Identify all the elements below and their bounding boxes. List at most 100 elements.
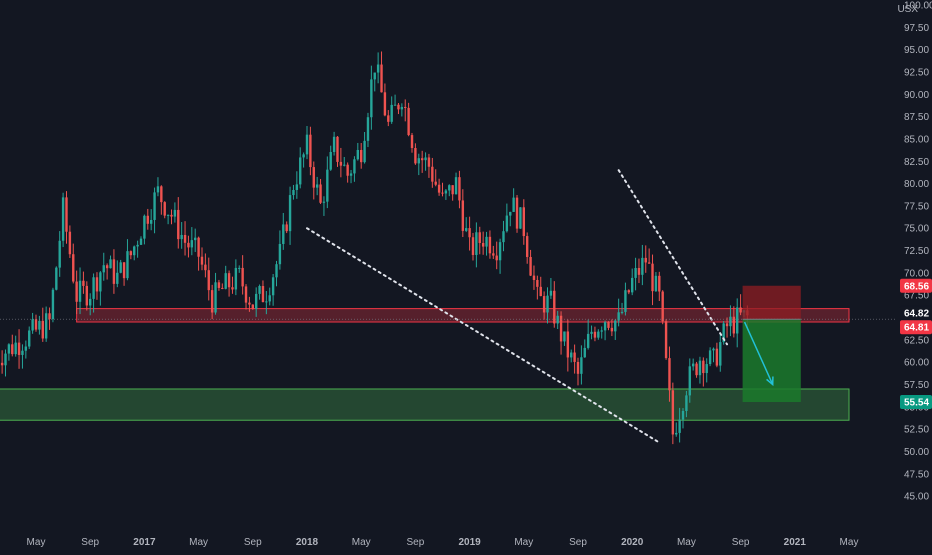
upper-channel-line[interactable] — [617, 169, 729, 346]
support-zone[interactable] — [0, 388, 850, 421]
candle — [180, 222, 183, 249]
candle — [309, 126, 312, 176]
candle-body — [139, 238, 143, 245]
candle — [129, 250, 133, 260]
candle-body — [180, 234, 183, 240]
candle — [11, 334, 14, 357]
candle-body — [85, 285, 89, 306]
candle — [373, 72, 376, 92]
candle-body — [437, 184, 441, 193]
candle — [92, 273, 95, 313]
candle — [24, 340, 28, 359]
price-axis[interactable]: 45.0047.5050.0052.5055.0057.5060.0062.50… — [904, 1, 932, 503]
candle-body — [305, 134, 309, 155]
y-tick-label: 77.50 — [904, 201, 929, 212]
candle — [234, 259, 238, 296]
candle-body — [288, 195, 292, 232]
candle-body — [89, 298, 92, 306]
candle-body — [637, 267, 641, 275]
currency-label: USX — [897, 4, 918, 15]
candle — [427, 153, 431, 178]
candle — [65, 191, 68, 244]
candle-body — [302, 154, 305, 158]
candle-body — [444, 190, 448, 194]
candle — [105, 263, 109, 280]
candle-body — [241, 267, 244, 287]
candle-body — [495, 255, 498, 261]
candle-body — [58, 240, 61, 268]
time-axis[interactable]: May Sep 2017 May Sep 2018 May Sep 2019 May Sep 2020… — [27, 537, 859, 548]
candle — [448, 184, 451, 197]
last-price-label-text: 64.82 — [904, 309, 929, 320]
candle-body — [160, 186, 163, 203]
candle-body — [627, 290, 631, 293]
candle-body — [109, 259, 112, 269]
y-tick-label: 47.50 — [904, 469, 929, 480]
candle-body — [200, 256, 204, 265]
candle-body — [563, 331, 566, 342]
candle-body — [373, 72, 376, 80]
candle — [647, 248, 651, 264]
candle-body — [631, 277, 634, 293]
candle-body — [187, 242, 190, 248]
candle-body — [722, 323, 725, 343]
candle — [637, 258, 641, 284]
candle-body — [322, 201, 326, 203]
stop-loss-box[interactable] — [742, 285, 801, 320]
candle-body — [424, 157, 427, 161]
candle — [576, 357, 580, 386]
y-tick-label: 57.50 — [904, 380, 929, 391]
candle-body — [251, 304, 254, 309]
candle-body — [163, 202, 166, 216]
lower-channel-line[interactable] — [306, 227, 661, 444]
candle-body — [190, 240, 194, 248]
candle-body — [471, 237, 475, 255]
candle — [570, 349, 573, 363]
candle — [400, 103, 404, 117]
candle-body — [498, 242, 502, 261]
candle — [492, 245, 495, 259]
candle — [102, 252, 105, 281]
candle-body — [146, 215, 149, 224]
candle — [224, 265, 227, 290]
candle-body — [607, 322, 610, 328]
candle-body — [603, 322, 607, 331]
candle-body — [92, 277, 95, 299]
candle — [282, 212, 285, 250]
candle — [509, 211, 512, 227]
y-tick-label: 75.00 — [904, 224, 929, 235]
candle-body — [41, 320, 44, 339]
candle-body — [420, 158, 424, 161]
candle-body — [292, 189, 295, 196]
candle-body — [326, 169, 329, 202]
candle-body — [28, 330, 31, 347]
candle-body — [485, 236, 488, 247]
candle — [41, 307, 44, 342]
candle-body — [644, 257, 647, 263]
x-tick-label: May — [352, 537, 371, 548]
candle — [417, 153, 420, 176]
candle-body — [597, 331, 600, 338]
x-tick-label: Sep — [732, 537, 750, 548]
last-price-label: 64.82 — [899, 305, 932, 321]
candle — [397, 102, 400, 115]
candle-body — [214, 282, 217, 313]
x-tick-label: 2020 — [621, 537, 644, 548]
candle — [515, 195, 519, 233]
candle — [68, 225, 72, 258]
candle — [481, 231, 485, 255]
candle — [380, 51, 383, 93]
candle-body — [149, 219, 153, 224]
candle — [675, 422, 678, 437]
candle-body — [400, 106, 404, 110]
x-tick-label: 2018 — [296, 537, 319, 548]
candle — [478, 226, 481, 255]
candle — [319, 178, 322, 205]
candle-body — [224, 273, 227, 289]
take-profit-box[interactable] — [742, 319, 801, 403]
projection-arrow[interactable] — [743, 321, 774, 385]
candle — [363, 131, 366, 164]
candle-body — [194, 237, 197, 241]
